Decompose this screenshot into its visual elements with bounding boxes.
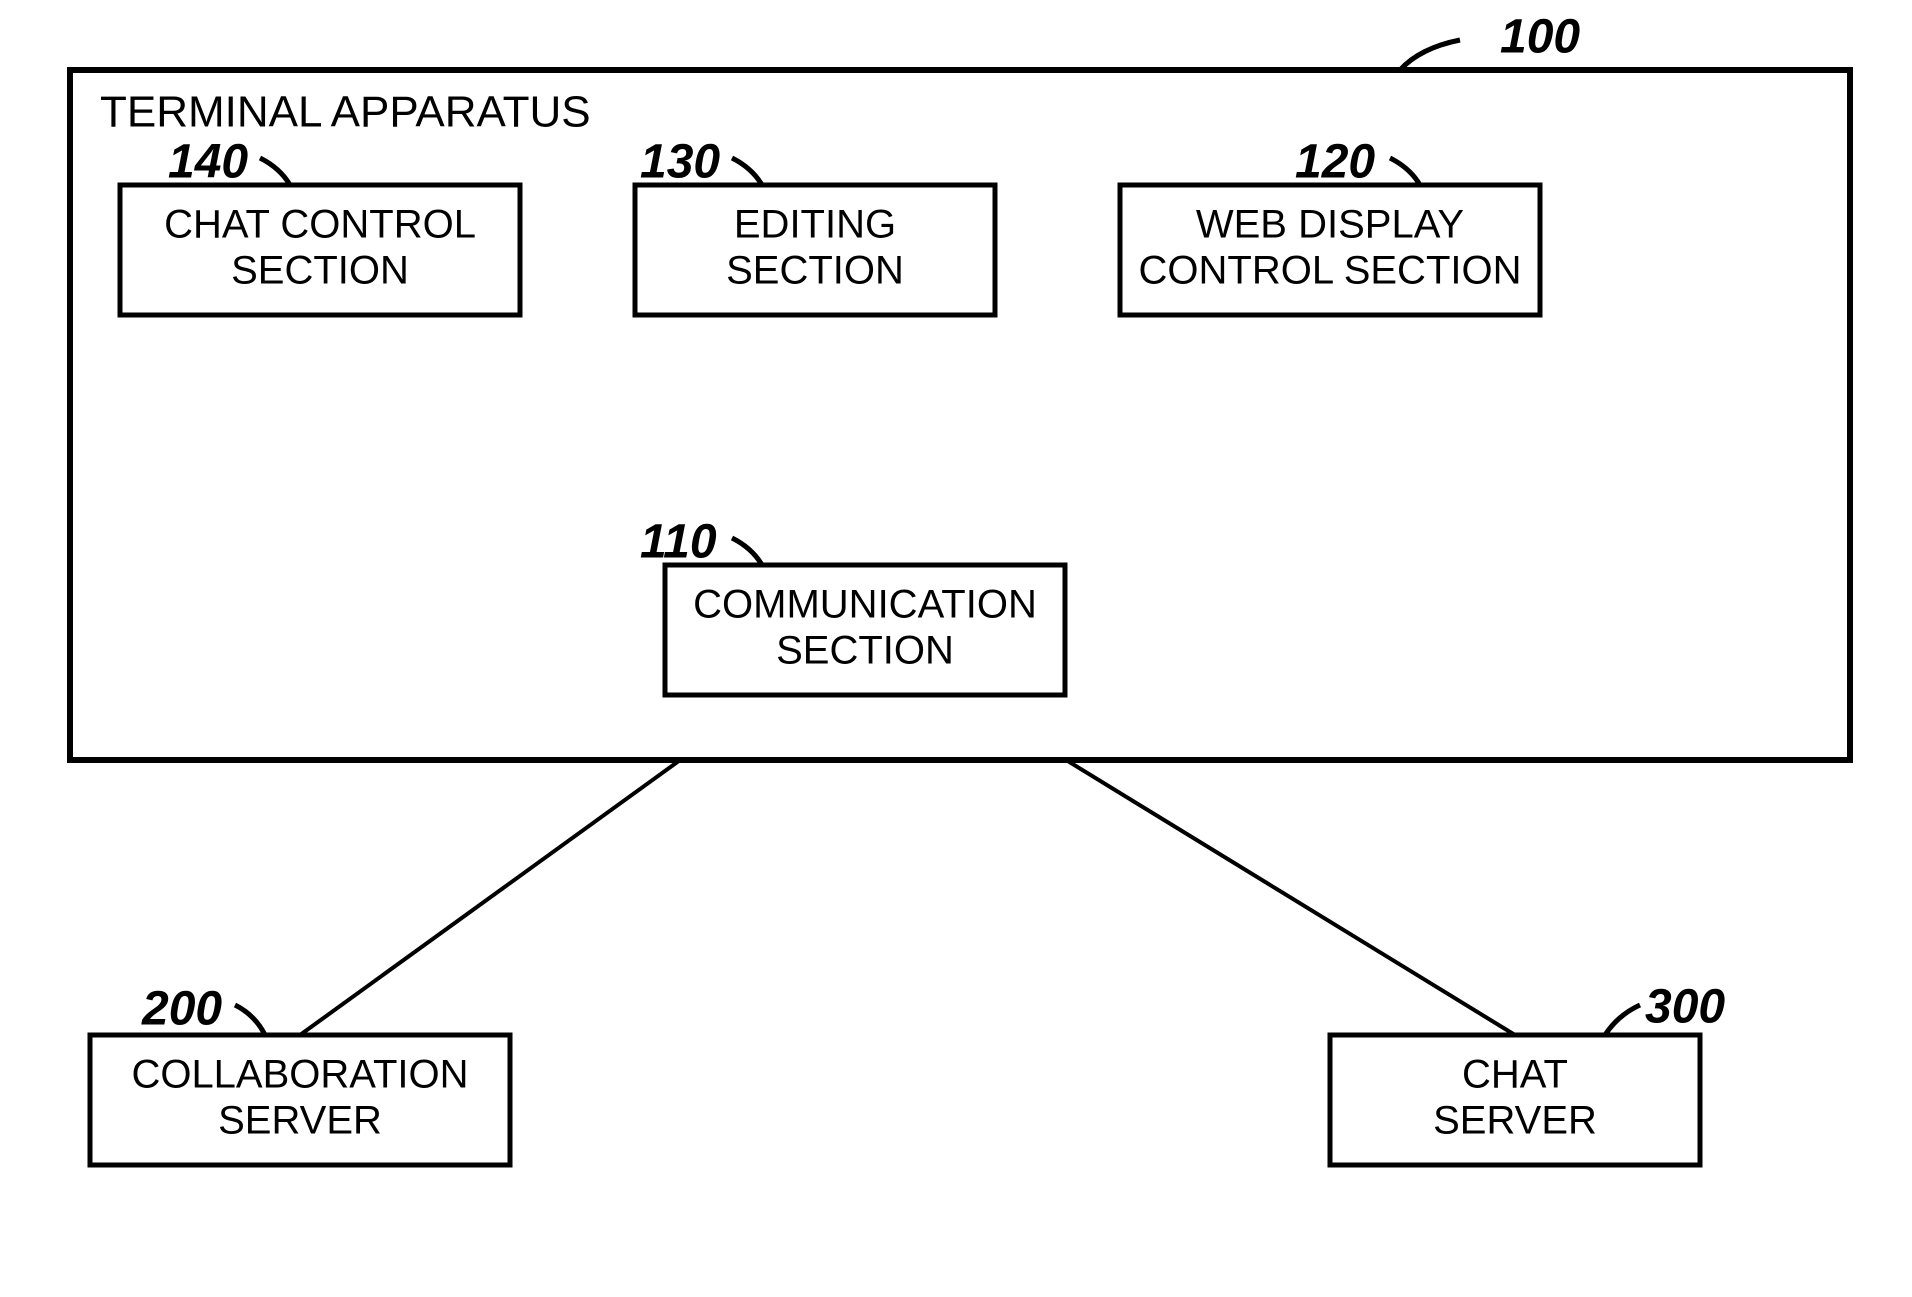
collaboration-server-label: COLLABORATION [131, 1053, 468, 1097]
editing-section: EDITINGSECTION [635, 185, 995, 315]
collaboration-server: COLLABORATIONSERVER [90, 1035, 510, 1165]
ref-label: 130 [640, 136, 720, 189]
chat-control-section-label: CHAT CONTROL [164, 203, 476, 247]
ref-label: 120 [1295, 136, 1375, 189]
terminal-apparatus-title: TERMINAL APPARATUS [100, 88, 591, 137]
collaboration-server-label: SERVER [218, 1099, 382, 1143]
ref-label: 140 [168, 136, 248, 189]
diagram-root: TERMINAL APPARATUS100CHAT CONTROLSECTION… [0, 0, 1912, 1297]
chat-server-label: CHAT [1462, 1053, 1568, 1097]
ref-label: 300 [1645, 981, 1725, 1034]
editing-section-label: EDITING [734, 203, 896, 247]
chat-server-label: SERVER [1433, 1099, 1597, 1143]
ref-label: 100 [1500, 11, 1580, 64]
editing-section-label: SECTION [726, 249, 904, 293]
ref-label: 110 [640, 516, 717, 569]
web-display-control-section: WEB DISPLAYCONTROL SECTION [1120, 185, 1540, 315]
chat-server: CHATSERVER [1330, 1035, 1700, 1165]
web-display-control-section-label: CONTROL SECTION [1139, 249, 1522, 293]
communication-section-label: SECTION [776, 629, 954, 673]
web-display-control-section-label: WEB DISPLAY [1196, 203, 1464, 247]
ref-label: 200 [141, 983, 222, 1036]
diagram-svg: TERMINAL APPARATUS100CHAT CONTROLSECTION… [0, 0, 1912, 1297]
communication-section-label: COMMUNICATION [693, 583, 1037, 627]
chat-control-section: CHAT CONTROLSECTION [120, 185, 520, 315]
communication-section: COMMUNICATIONSECTION [665, 565, 1065, 695]
chat-control-section-label: SECTION [231, 249, 409, 293]
